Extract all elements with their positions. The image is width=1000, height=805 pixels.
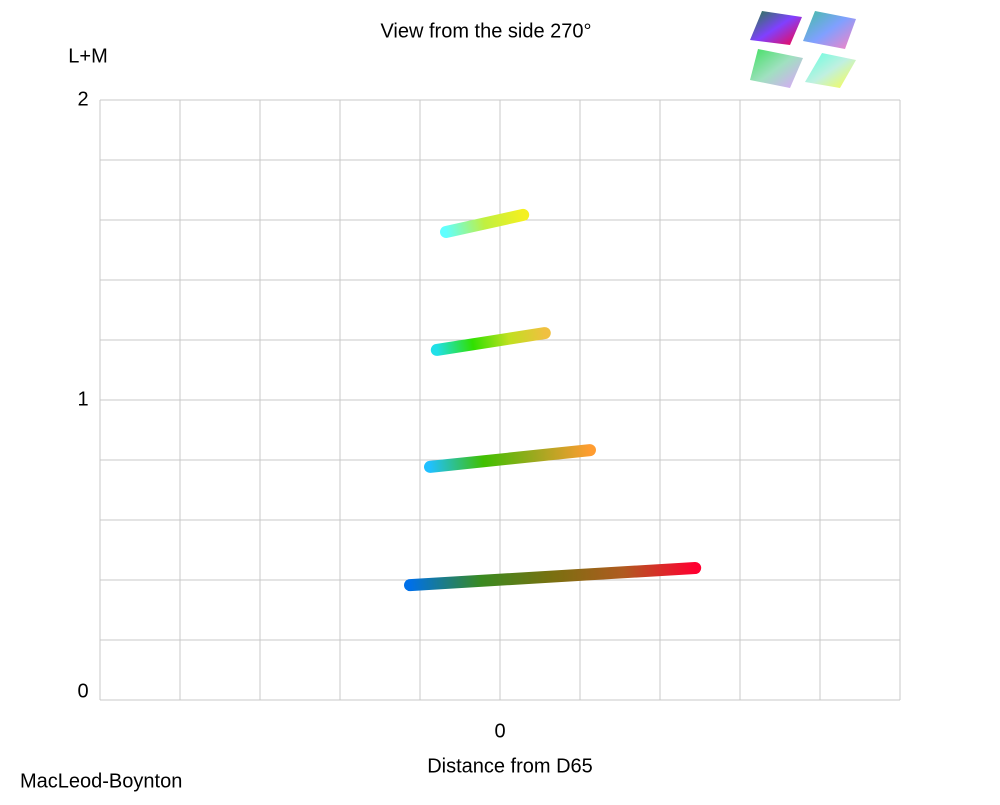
color-strip	[430, 327, 551, 356]
view-icons[interactable]	[750, 11, 856, 88]
y-tick-label: 2	[77, 88, 88, 110]
chart-title: View from the side 270°	[380, 20, 591, 42]
view-icon[interactable]	[750, 49, 803, 88]
x-tick-label: 0	[494, 720, 505, 742]
y-axis-label: L+M	[68, 45, 107, 67]
grid	[99, 99, 901, 701]
view-icon[interactable]	[750, 11, 802, 45]
view-icon[interactable]	[803, 11, 856, 49]
y-tick-label: 0	[77, 680, 88, 702]
view-icon[interactable]	[805, 53, 856, 88]
color-strip	[440, 208, 530, 238]
space-label: MacLeod-Boynton	[20, 770, 182, 792]
x-axis-label: Distance from D65	[427, 755, 593, 777]
color-strip	[424, 444, 596, 473]
color-strip	[404, 562, 702, 592]
y-tick-label: 1	[77, 388, 88, 410]
